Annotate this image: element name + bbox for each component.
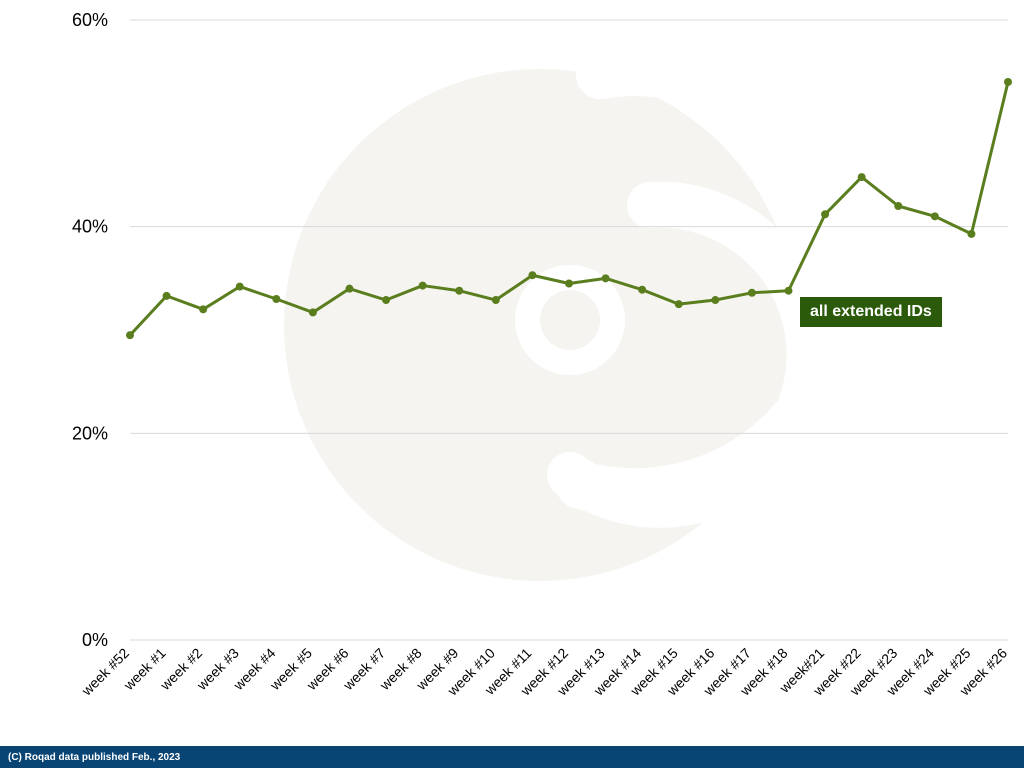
series-marker [126, 331, 134, 339]
x-tick-label: week #52 [78, 645, 133, 700]
series-marker [236, 283, 244, 291]
series-marker [602, 274, 610, 282]
line-chart-svg: 0%20%40%60%week #52week #1week #2week #3… [0, 0, 1024, 746]
footer-text: (C) Roqad data published Feb., 2023 [8, 752, 180, 763]
series-marker [931, 212, 939, 220]
series-marker [528, 271, 536, 279]
series-marker [638, 286, 646, 294]
y-tick-label: 0% [82, 630, 108, 650]
series-marker [492, 296, 500, 304]
series-marker [785, 287, 793, 295]
series-marker [455, 287, 463, 295]
series-marker [272, 295, 280, 303]
series-legend: all extended IDs [800, 297, 942, 327]
series-marker [382, 296, 390, 304]
series-marker [821, 210, 829, 218]
series-marker [894, 202, 902, 210]
series-marker [346, 285, 354, 293]
chart-container: 0%20%40%60%week #52week #1week #2week #3… [0, 0, 1024, 768]
series-marker [967, 230, 975, 238]
series-marker [309, 308, 317, 316]
series-marker [1004, 78, 1012, 86]
y-tick-label: 60% [72, 10, 108, 30]
series-marker [199, 305, 207, 313]
y-tick-label: 40% [72, 217, 108, 237]
series-marker [675, 300, 683, 308]
footer-bar: (C) Roqad data published Feb., 2023 [0, 746, 1024, 768]
series-marker [565, 280, 573, 288]
series-marker [748, 289, 756, 297]
series-marker [711, 296, 719, 304]
y-tick-label: 20% [72, 423, 108, 443]
series-marker [163, 292, 171, 300]
series-marker [419, 282, 427, 290]
series-marker [858, 173, 866, 181]
series-legend-label: all extended IDs [810, 303, 932, 320]
